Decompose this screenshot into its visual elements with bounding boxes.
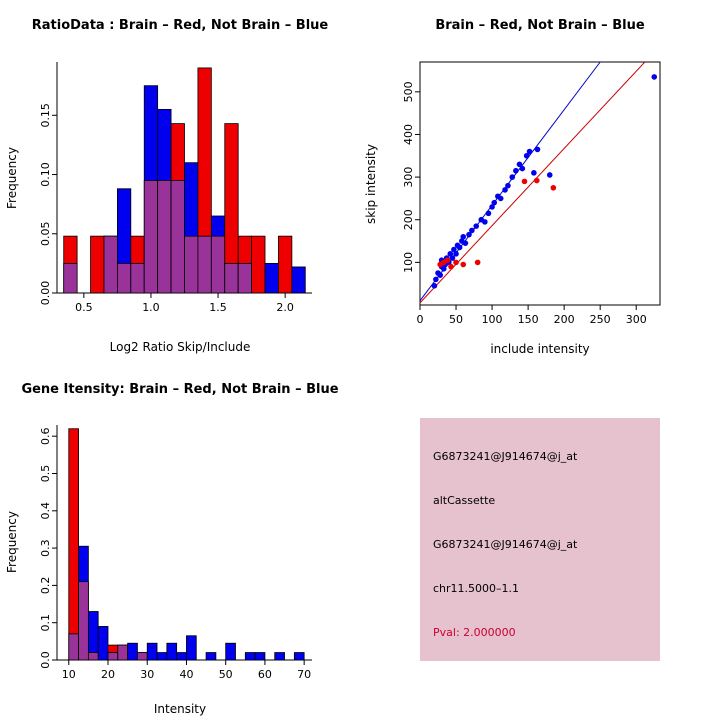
scatter-ylabel: skip intensity (364, 144, 378, 224)
svg-text:0.00: 0.00 (39, 281, 52, 306)
scatter-xlabel: include intensity (490, 342, 590, 356)
svg-text:0: 0 (417, 313, 424, 326)
ratio-histogram-title: RatioData : Brain – Red, Not Brain – Blu… (31, 18, 329, 33)
svg-text:0.1: 0.1 (39, 614, 52, 632)
svg-text:0.10: 0.10 (39, 162, 52, 187)
svg-text:200: 200 (554, 313, 575, 326)
svg-text:250: 250 (590, 313, 611, 326)
svg-text:0.3: 0.3 (39, 539, 52, 557)
svg-text:1.5: 1.5 (209, 301, 227, 314)
gene-histogram-ylabel: Frequency (5, 511, 19, 573)
svg-text:100: 100 (402, 252, 415, 273)
svg-text:30: 30 (140, 668, 154, 681)
svg-text:150: 150 (518, 313, 539, 326)
svg-text:2.0: 2.0 (276, 301, 294, 314)
pval-line: Pval: 2.000000 (433, 626, 516, 639)
intensity-scatter-plot: 0 50 100 150 200 250 300 100 200 300 400 500 (402, 61, 661, 326)
svg-text:0.6: 0.6 (39, 427, 52, 445)
gene-histogram-title: Gene Itensity: Brain – Red, Not Brain – … (21, 382, 339, 397)
ratio-histogram-plot: 0.5 1.0 1.5 2.0 0.00 0.05 0.10 0.15 (39, 62, 312, 314)
svg-text:300: 300 (626, 313, 647, 326)
svg-text:20: 20 (101, 668, 115, 681)
svg-text:500: 500 (402, 81, 415, 102)
scatter-title: Brain – Red, Not Brain – Blue (435, 18, 645, 33)
svg-text:0.05: 0.05 (39, 222, 52, 247)
ratio-histogram-ylabel: Frequency (5, 147, 19, 209)
gene-histogram-plot: 10 20 30 40 50 60 70 0.0 0.1 0.2 0.3 0.4 0.5 0.6 (39, 425, 312, 681)
probe-id-line: G6873241@J914674@j_at (433, 450, 578, 463)
svg-text:1.0: 1.0 (142, 301, 160, 314)
svg-text:10: 10 (62, 668, 76, 681)
gene-info-panel: G6873241@J914674@j_at altCassette G68732… (420, 418, 660, 661)
svg-text:40: 40 (179, 668, 193, 681)
svg-text:0.5: 0.5 (39, 465, 52, 483)
svg-text:0.4: 0.4 (39, 502, 52, 520)
svg-text:0.2: 0.2 (39, 577, 52, 595)
svg-text:100: 100 (482, 313, 503, 326)
svg-text:70: 70 (297, 668, 311, 681)
svg-text:50: 50 (219, 668, 233, 681)
probe-id-line-2: G6873241@J914674@j_at (433, 538, 578, 551)
event-type-line: altCassette (433, 494, 496, 507)
ratio-histogram-xlabel: Log2 Ratio Skip/Include (109, 340, 251, 354)
svg-text:60: 60 (258, 668, 272, 681)
svg-text:300: 300 (402, 167, 415, 188)
svg-text:50: 50 (449, 313, 463, 326)
svg-text:400: 400 (402, 124, 415, 145)
chromosome-location-line: chr11.5000–1.1 (433, 582, 520, 595)
svg-text:0.0: 0.0 (39, 651, 52, 669)
gene-histogram-xlabel: Intensity (153, 702, 207, 716)
svg-text:200: 200 (402, 209, 415, 230)
svg-text:0.15: 0.15 (39, 103, 52, 128)
svg-text:0.5: 0.5 (75, 301, 93, 314)
